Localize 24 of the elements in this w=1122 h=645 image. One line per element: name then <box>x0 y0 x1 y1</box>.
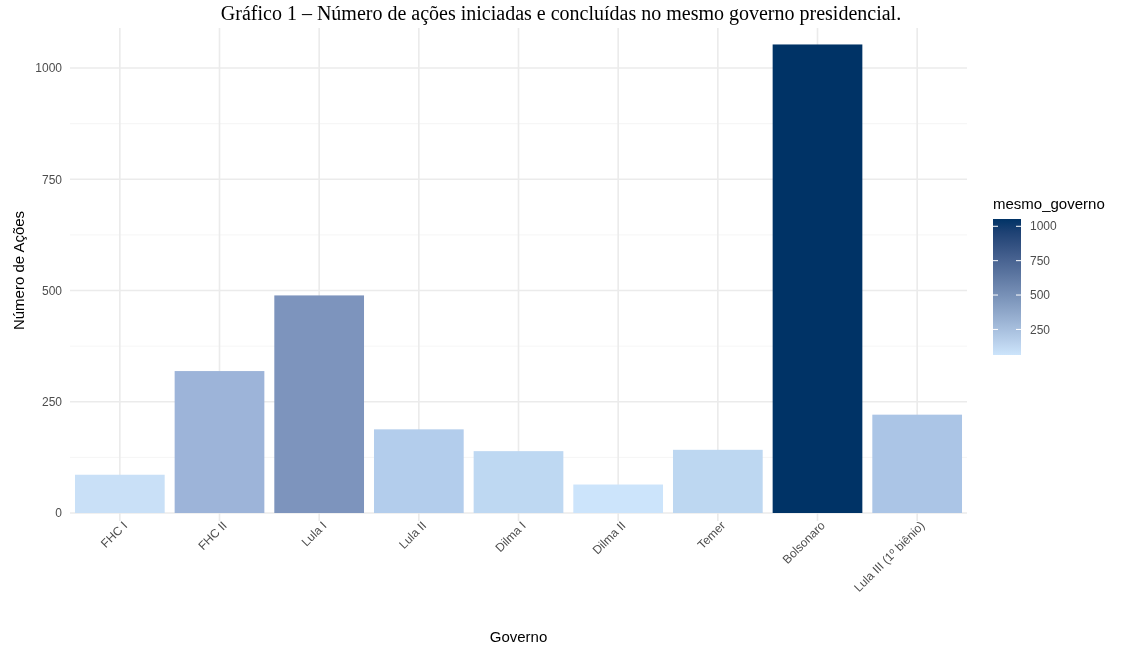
bar <box>473 451 564 513</box>
bar <box>274 295 365 513</box>
x-axis-title: Governo <box>489 628 548 645</box>
color-bar-label: 500 <box>1030 288 1051 303</box>
color-bar-label: 750 <box>1030 253 1051 268</box>
bar <box>74 474 165 513</box>
y-tick-label: 750 <box>41 172 63 187</box>
bar <box>772 44 863 513</box>
bar <box>174 371 265 513</box>
chart-title: Gráfico 1 – Número de ações iniciadas e concluídas no mesmo governo presidencial. <box>220 2 902 25</box>
x-tick-label: Lula I <box>298 518 330 550</box>
y-axis-title: Número de Ações <box>10 210 27 331</box>
x-tick-label: Lula II <box>396 518 430 552</box>
y-tick-label: 1000 <box>35 61 63 76</box>
y-tick-label: 250 <box>41 395 63 410</box>
color-bar-title: mesmo_governo <box>993 195 1105 212</box>
bar <box>672 449 763 513</box>
bar <box>872 414 963 513</box>
bar <box>373 429 464 513</box>
y-tick-label: 0 <box>55 506 63 521</box>
y-tick-label: 500 <box>41 283 63 298</box>
color-bar-label: 1000 <box>1030 219 1058 234</box>
color-bar-label: 250 <box>1030 322 1051 337</box>
bar <box>573 484 664 513</box>
